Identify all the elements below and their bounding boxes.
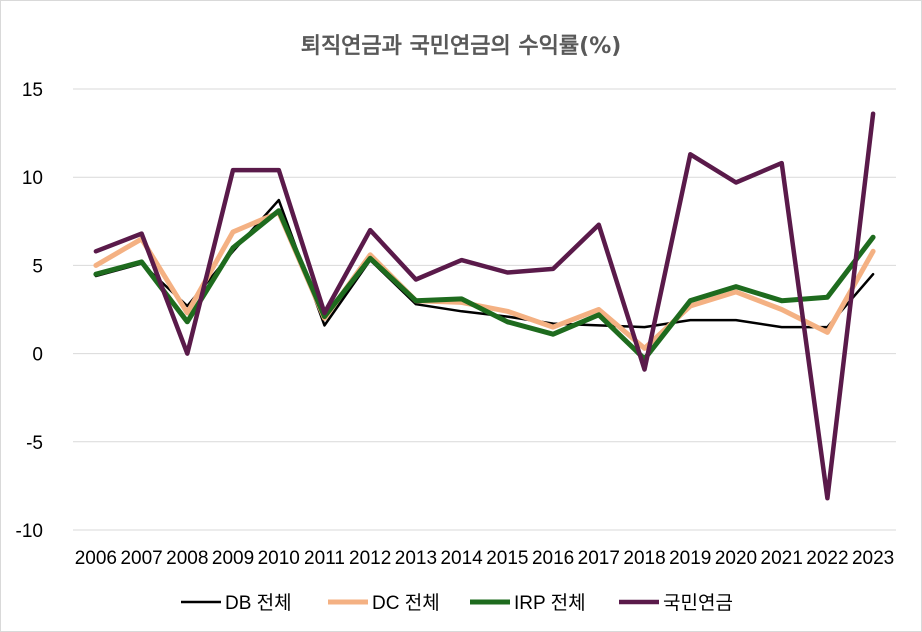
x-tick-label: 2019	[669, 548, 711, 569]
x-tick-label: 2020	[715, 548, 757, 569]
x-tick-label: 2010	[258, 548, 300, 569]
x-tick-label: 2023	[852, 548, 894, 569]
series-line-2	[93, 210, 876, 351]
chart-title: 퇴직연금과 국민연금의 수익률(%)	[301, 34, 622, 59]
series-line-4	[93, 111, 876, 501]
legend-label: DB 전체	[225, 592, 292, 614]
x-tick-label: 2013	[395, 548, 437, 569]
x-tick-label: 2007	[120, 548, 162, 569]
legend-label: DC 전체	[372, 592, 440, 614]
y-tick-label: 5	[32, 256, 43, 277]
x-axis-ticks: 2006 2007 2008 2009 2010 2011 2012 2013 2014 2015…	[75, 548, 895, 569]
legend: DB 전체 DC 전체 IRP 전체 국민연금	[181, 592, 733, 614]
legend-label: IRP 전체	[514, 592, 586, 614]
y-tick-label: 15	[22, 80, 43, 101]
y-tick-label: 0	[32, 345, 43, 366]
x-tick-label: 2021	[761, 548, 803, 569]
x-tick-label: 2009	[212, 548, 254, 569]
x-tick-label: 2008	[166, 548, 208, 569]
legend-label: 국민연금	[663, 592, 733, 614]
series-line-3	[93, 208, 876, 362]
x-tick-label: 2014	[440, 548, 483, 569]
x-tick-label: 2022	[806, 548, 848, 569]
x-tick-label: 2016	[532, 548, 574, 569]
series-lines	[93, 111, 876, 501]
y-tick-label: -5	[26, 433, 43, 454]
x-tick-label: 2017	[578, 548, 620, 569]
y-tick-label: 10	[22, 168, 43, 189]
x-tick-label: 2018	[623, 548, 665, 569]
x-tick-label: 2011	[304, 548, 345, 569]
x-tick-label: 2012	[349, 548, 391, 569]
x-tick-label: 2015	[486, 548, 528, 569]
y-tick-label: -10	[16, 521, 43, 542]
x-tick-label: 2006	[75, 548, 117, 569]
y-axis-ticks: 15 10 5 0 -5 -10	[16, 80, 43, 542]
